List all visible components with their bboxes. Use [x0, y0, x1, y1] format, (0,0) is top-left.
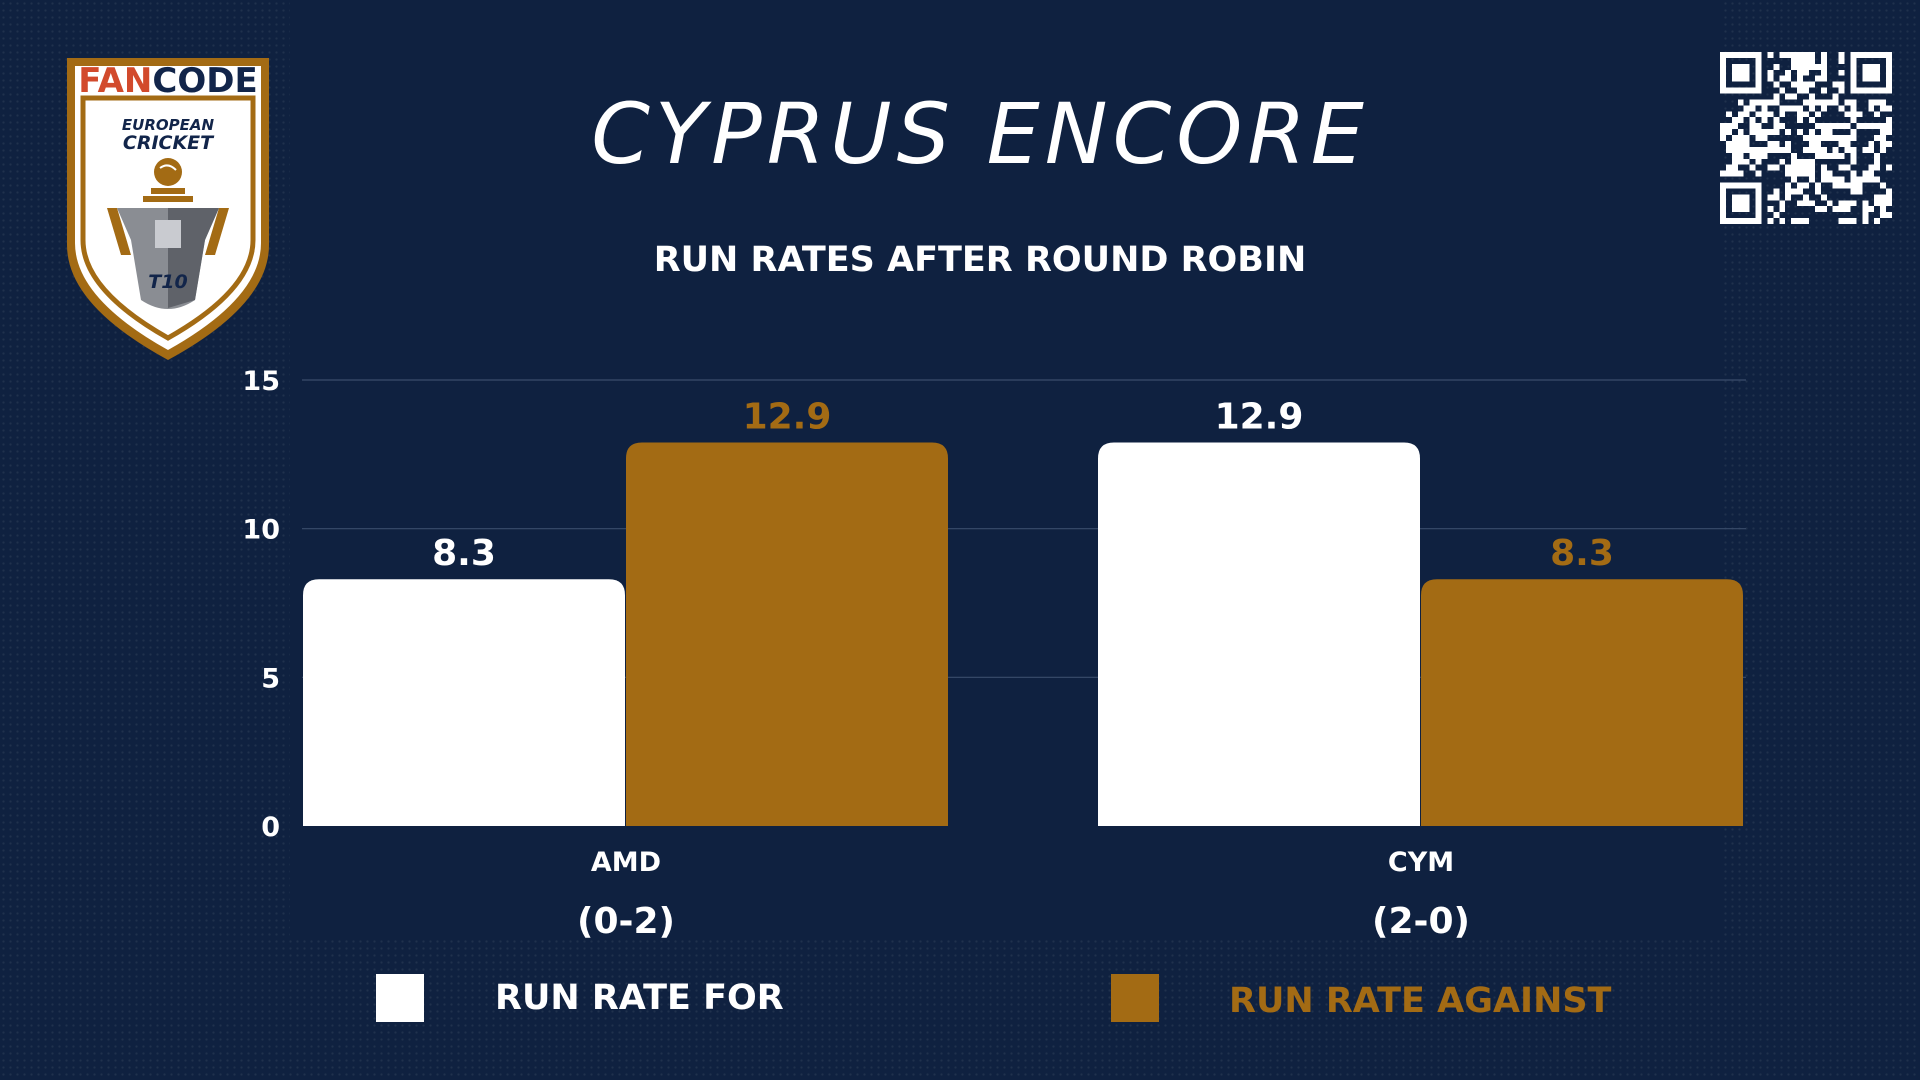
svg-text:CRICKET: CRICKET	[123, 132, 215, 154]
chart-subtitle: RUN RATES AFTER ROUND ROBIN	[653, 240, 1307, 280]
svg-text:T10: T10	[148, 271, 187, 293]
svg-text:FANCODE: FANCODE	[78, 61, 257, 101]
y-tick-label: 5	[261, 663, 280, 694]
record-label-amd: (0-2)	[577, 901, 675, 942]
bar-cym-series-0	[1098, 442, 1420, 826]
bar-amd-series-1	[626, 442, 948, 826]
x-tick-label-cym: CYM	[1388, 847, 1454, 878]
y-tick-label: 0	[261, 812, 280, 843]
legend-label-run-rate-against: RUN RATE AGAINST	[1229, 981, 1612, 1021]
bar-cym-series-1	[1421, 579, 1743, 826]
y-tick-label: 15	[242, 366, 280, 397]
legend-swatch-run-rate-for	[376, 974, 424, 1022]
record-label-cym: (2-0)	[1372, 901, 1470, 942]
bar-amd-series-0	[303, 579, 625, 826]
svg-text:EUROPEAN: EUROPEAN	[122, 116, 215, 134]
fancode-european-cricket-logo: FANCODE EUROPEAN CRICKET T10	[67, 58, 269, 360]
chart-title: CYPRUS ENCORE	[591, 85, 1369, 183]
y-tick-label: 10	[242, 515, 280, 546]
qr-code	[1720, 52, 1892, 224]
legend-label-run-rate-for: RUN RATE FOR	[495, 978, 784, 1018]
data-label: 8.3	[1550, 533, 1614, 574]
data-label: 8.3	[432, 533, 496, 574]
data-label: 12.9	[743, 396, 832, 437]
bar-chart: 0 5 10 15 8.3 12.9 AMD (0-2) 12.9 8.3 CYM (2-0)	[242, 366, 1746, 942]
legend-swatch-run-rate-against	[1111, 974, 1159, 1022]
x-tick-label-amd: AMD	[591, 847, 661, 878]
data-label: 12.9	[1215, 396, 1304, 437]
